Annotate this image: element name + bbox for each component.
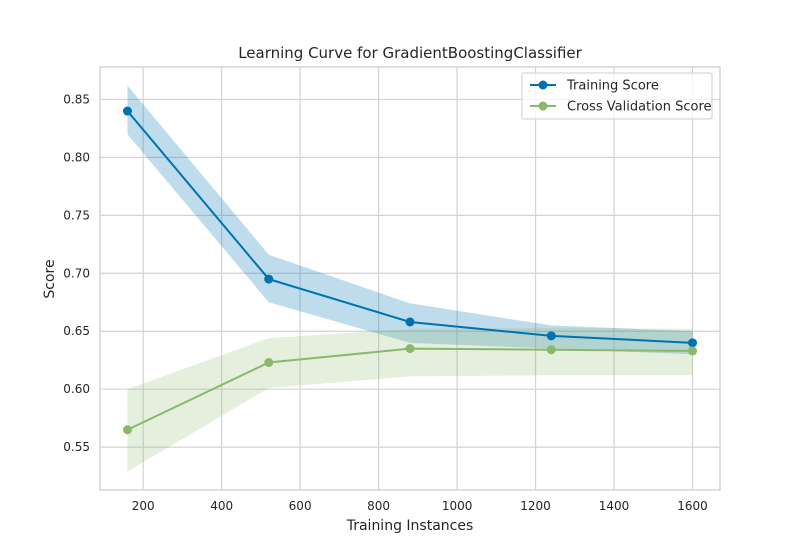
training-score-point xyxy=(405,317,415,327)
cross-validation-score-point xyxy=(405,344,415,354)
cross-validation-score-point xyxy=(546,345,556,355)
training-score-point xyxy=(688,338,698,348)
training-score-band xyxy=(127,85,693,355)
x-tick-label: 1000 xyxy=(442,499,473,513)
legend: Training Score Cross Validation Score xyxy=(521,72,713,120)
cross-validation-score-point xyxy=(688,346,698,356)
training-score-point xyxy=(264,274,274,284)
cross-validation-score-point xyxy=(264,358,274,368)
chart-title: Learning Curve for GradientBoostingClass… xyxy=(238,44,582,62)
y-tick-label: 0.85 xyxy=(63,92,90,106)
x-axis-label: Training Instances xyxy=(346,518,474,534)
y-tick-label: 0.60 xyxy=(63,382,90,396)
cross-validation-score-point xyxy=(122,425,132,435)
y-tick-labels: 0.55 0.60 0.65 0.70 0.75 0.80 0.85 xyxy=(63,92,90,454)
cross-validation-score-legend-label: Cross Validation Score xyxy=(567,100,712,115)
grid-lines xyxy=(100,67,720,490)
training-score-point xyxy=(122,106,132,116)
y-tick-label: 0.80 xyxy=(63,150,90,164)
x-tick-label: 400 xyxy=(210,499,233,513)
x-tick-labels: 200 400 600 800 1000 1200 1400 1600 xyxy=(132,499,708,513)
legend-box xyxy=(521,72,713,120)
plot-area xyxy=(99,66,721,491)
series-points xyxy=(122,106,698,435)
training-score-legend-marker xyxy=(538,80,548,90)
training-score-point xyxy=(546,331,556,341)
y-tick-label: 0.65 xyxy=(63,324,90,338)
training-score-legend-label: Training Score xyxy=(566,79,659,94)
y-tick-label: 0.55 xyxy=(63,440,90,454)
y-axis-label: Score xyxy=(42,259,58,298)
x-tick-label: 800 xyxy=(367,499,390,513)
x-tick-label: 200 xyxy=(132,499,155,513)
x-tick-label: 1600 xyxy=(677,499,708,513)
x-tick-label: 1400 xyxy=(599,499,630,513)
cross-validation-score-legend-marker xyxy=(538,101,548,111)
y-tick-label: 0.70 xyxy=(63,266,90,280)
x-tick-label: 1200 xyxy=(520,499,551,513)
y-tick-label: 0.75 xyxy=(63,208,90,222)
x-tick-label: 600 xyxy=(289,499,312,513)
